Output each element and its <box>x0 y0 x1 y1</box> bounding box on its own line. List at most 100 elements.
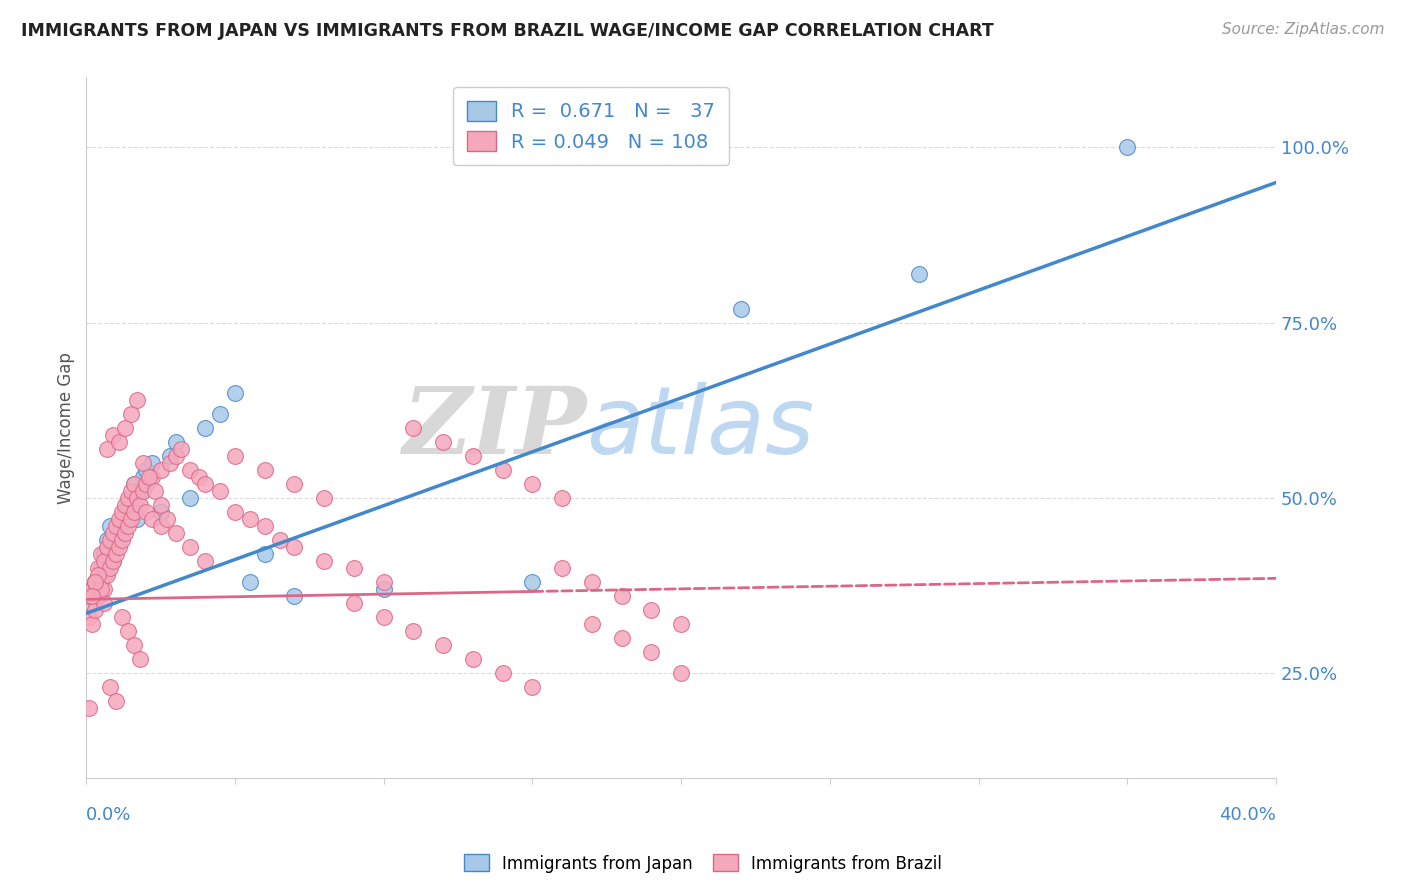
Point <box>283 589 305 603</box>
Point <box>522 574 544 589</box>
Point <box>122 476 145 491</box>
Point <box>120 491 142 505</box>
Point <box>165 449 187 463</box>
Point <box>461 652 484 666</box>
Point <box>87 561 110 575</box>
Point <box>77 701 100 715</box>
Point <box>84 574 107 589</box>
Point <box>283 476 305 491</box>
Point <box>105 540 128 554</box>
Point <box>149 505 172 519</box>
Point <box>93 554 115 568</box>
Point <box>402 421 425 435</box>
Text: 0.0%: 0.0% <box>86 806 132 824</box>
Point <box>159 449 181 463</box>
Point <box>90 547 112 561</box>
Point <box>149 518 172 533</box>
Point <box>105 547 128 561</box>
Point <box>105 694 128 708</box>
Point <box>114 498 136 512</box>
Point <box>170 442 193 456</box>
Point <box>253 518 276 533</box>
Y-axis label: Wage/Income Gap: Wage/Income Gap <box>58 351 75 504</box>
Point <box>96 540 118 554</box>
Point <box>90 582 112 596</box>
Point <box>141 469 163 483</box>
Point <box>84 574 107 589</box>
Point <box>551 491 574 505</box>
Point <box>314 491 336 505</box>
Point <box>96 567 118 582</box>
Point <box>77 589 100 603</box>
Point <box>135 476 157 491</box>
Point <box>114 421 136 435</box>
Point <box>209 483 232 498</box>
Point <box>239 574 262 589</box>
Point <box>253 547 276 561</box>
Point <box>1116 140 1139 154</box>
Point <box>128 483 150 498</box>
Legend: Immigrants from Japan, Immigrants from Brazil: Immigrants from Japan, Immigrants from B… <box>457 847 949 880</box>
Point <box>188 469 211 483</box>
Point <box>93 596 115 610</box>
Point <box>96 533 118 547</box>
Text: Source: ZipAtlas.com: Source: ZipAtlas.com <box>1222 22 1385 37</box>
Point <box>98 680 121 694</box>
Point <box>179 491 201 505</box>
Point <box>343 561 366 575</box>
Point <box>522 680 544 694</box>
Point <box>98 533 121 547</box>
Point <box>77 596 100 610</box>
Point <box>101 554 124 568</box>
Point <box>908 267 931 281</box>
Point <box>122 638 145 652</box>
Point <box>373 610 395 624</box>
Point <box>149 463 172 477</box>
Point <box>165 434 187 449</box>
Point <box>125 512 148 526</box>
Point <box>101 525 124 540</box>
Text: atlas: atlas <box>586 383 814 474</box>
Point <box>108 540 131 554</box>
Point <box>77 610 100 624</box>
Point <box>143 483 166 498</box>
Point <box>96 442 118 456</box>
Point <box>155 512 177 526</box>
Point <box>179 540 201 554</box>
Point <box>581 616 603 631</box>
Point <box>492 463 515 477</box>
Point <box>111 533 134 547</box>
Point <box>343 596 366 610</box>
Point <box>108 525 131 540</box>
Point <box>581 574 603 589</box>
Point <box>669 616 692 631</box>
Point <box>82 616 104 631</box>
Point <box>610 631 633 645</box>
Point <box>135 463 157 477</box>
Point <box>87 589 110 603</box>
Point <box>84 603 107 617</box>
Point <box>432 638 454 652</box>
Point <box>108 434 131 449</box>
Point <box>125 491 148 505</box>
Point <box>114 525 136 540</box>
Point <box>669 665 692 680</box>
Point <box>111 610 134 624</box>
Point <box>132 456 155 470</box>
Point <box>165 525 187 540</box>
Point <box>93 582 115 596</box>
Point <box>610 589 633 603</box>
Point <box>108 512 131 526</box>
Point <box>122 476 145 491</box>
Point <box>101 554 124 568</box>
Point <box>224 505 246 519</box>
Point <box>93 547 115 561</box>
Point <box>522 476 544 491</box>
Point <box>101 427 124 442</box>
Point <box>128 652 150 666</box>
Text: ZIP: ZIP <box>402 383 586 473</box>
Point <box>269 533 291 547</box>
Text: IMMIGRANTS FROM JAPAN VS IMMIGRANTS FROM BRAZIL WAGE/INCOME GAP CORRELATION CHAR: IMMIGRANTS FROM JAPAN VS IMMIGRANTS FROM… <box>21 22 994 40</box>
Point <box>461 449 484 463</box>
Point <box>149 498 172 512</box>
